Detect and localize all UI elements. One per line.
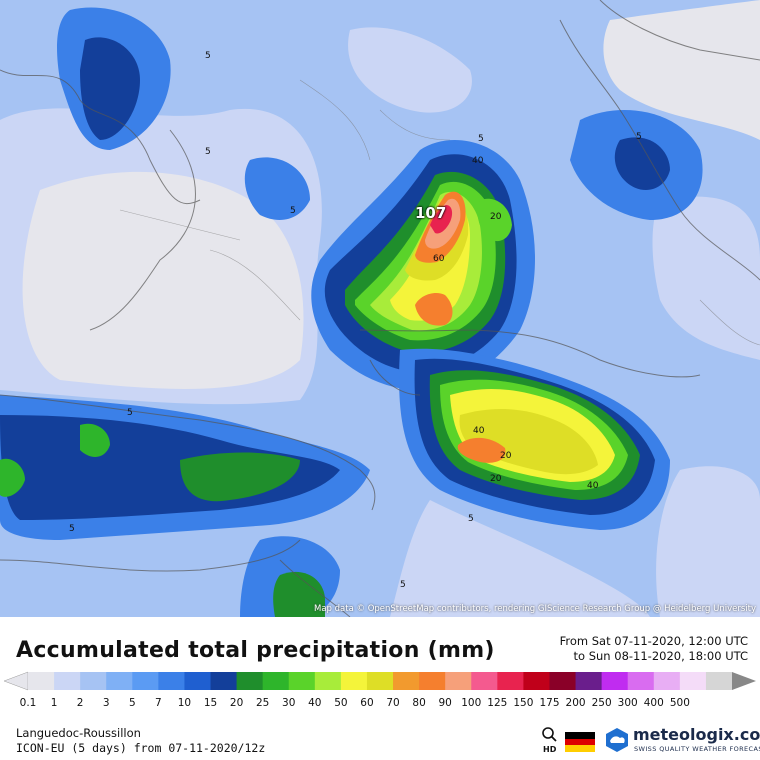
region-name: Languedoc-Roussillon — [16, 726, 141, 740]
colorbar-right-arrow — [732, 672, 756, 690]
contour-label: 5 — [636, 132, 642, 142]
colorbar-swatch — [393, 672, 420, 690]
contour-label: 5 — [468, 514, 474, 524]
colorbar-swatch — [679, 672, 707, 690]
colorbar-tick-label: 15 — [204, 697, 217, 709]
colorbar-swatch — [80, 672, 107, 690]
colorbar-tick-label: 1 — [51, 697, 58, 709]
date-from: From Sat 07-11-2020, 12:00 UTC — [559, 634, 748, 648]
colorbar-swatch — [184, 672, 212, 690]
precipitation-map[interactable]: 5 5 5 5 5 5 5 5 5 40 20 60 40 20 40 20 107 Map data © Op… — [0, 0, 760, 617]
germany-flag-icon — [565, 732, 595, 752]
colorbar-tick-label: 50 — [334, 697, 347, 709]
colorbar-tick-label: 30 — [282, 697, 295, 709]
colorbar-swatch — [523, 672, 550, 690]
date-range: From Sat 07-11-2020, 12:00 UTC to Sun 08… — [560, 634, 748, 664]
contour-label: 20 — [490, 474, 502, 484]
colorbar-tick-label: 100 — [461, 697, 481, 709]
colorbar-swatch — [158, 672, 185, 690]
date-to: to Sun 08-11-2020, 18:00 UTC — [573, 649, 748, 663]
colorbar-swatch — [497, 672, 524, 690]
colorbar-left-arrow — [3, 671, 29, 691]
contour-label: 20 — [490, 212, 502, 222]
model-info: ICON-EU (5 days) from 07-11-2020/12z — [16, 741, 266, 755]
colorbar-tick-label: 500 — [670, 697, 690, 709]
colorbar-swatch — [340, 672, 368, 690]
colorbar-swatch — [314, 672, 342, 690]
map-attribution: Map data © OpenStreetMap contributors, r… — [314, 604, 756, 614]
colorbar-swatch — [575, 672, 603, 690]
colorbar-tick-label: 25 — [256, 697, 269, 709]
meteologix-logo-icon — [606, 728, 628, 752]
colorbar-tick-label: 60 — [360, 697, 373, 709]
colorbar-swatch — [106, 672, 133, 690]
colorbar-swatch — [366, 672, 394, 690]
colorbar-tick-label: 5 — [129, 697, 136, 709]
colorbar-swatch — [601, 672, 629, 690]
contour-label: 5 — [400, 580, 406, 590]
colorbar-swatch — [653, 672, 681, 690]
contour-label: 20 — [500, 451, 512, 461]
colorbar-swatch — [419, 672, 446, 690]
colorbar-tick-label: 70 — [386, 697, 399, 709]
colorbar-swatch — [705, 672, 733, 690]
colorbar-tick-label: 80 — [412, 697, 425, 709]
colorbar-swatch — [288, 672, 316, 690]
brand-name[interactable]: meteologix.com — [633, 725, 760, 744]
colorbar-tick-label: 300 — [618, 697, 638, 709]
colorbar-tick-label: 250 — [592, 697, 612, 709]
colorbar-tick-label: 175 — [539, 697, 559, 709]
colorbar-tick-label: 20 — [230, 697, 243, 709]
colorbar-tick-label: 3 — [103, 697, 110, 709]
contour-label: 40 — [472, 156, 484, 166]
colorbar-tick-label: 150 — [513, 697, 533, 709]
colorbar-swatch — [445, 672, 472, 690]
colorbar-tick-label: 125 — [487, 697, 507, 709]
chart-title: Accumulated total precipitation (mm) — [16, 638, 495, 663]
colorbar-tick-label: 2 — [77, 697, 84, 709]
colorbar-swatch — [627, 672, 655, 690]
brand-tagline: SWISS QUALITY WEATHER FORECASTING — [634, 745, 760, 753]
colorbar-tick-label: 0.1 — [20, 697, 37, 709]
contour-label: 60 — [433, 254, 445, 264]
map-canvas — [0, 0, 760, 617]
colorbar-tick-label: 10 — [178, 697, 191, 709]
colorbar-swatch — [471, 672, 498, 690]
colorbar-swatch — [54, 672, 81, 690]
colorbar-tick-label: 40 — [308, 697, 321, 709]
colorbar-swatch — [28, 672, 55, 690]
contour-label: 5 — [205, 51, 211, 61]
precipitation-colorbar: 0.1 1 2 3 5 7 10 15 20 25 30 40 50 60 70 80 90 100 125 150 1… — [3, 671, 756, 709]
hd-zoom-button[interactable]: HD — [540, 726, 558, 754]
hd-label: HD — [543, 745, 557, 754]
contour-label: 40 — [587, 481, 599, 491]
colorbar-swatch — [549, 672, 577, 690]
contour-label: 5 — [69, 524, 75, 534]
brand-area: HD meteologix.com SWISS QUALITY WEATHER … — [540, 724, 760, 758]
colorbar-swatch — [236, 672, 264, 690]
max-value-label: 107 — [415, 204, 447, 222]
colorbar-swatch — [132, 672, 159, 690]
magnifier-icon: HD — [542, 727, 557, 754]
colorbar-swatch — [262, 672, 290, 690]
contour-label: 40 — [473, 426, 485, 436]
contour-label: 5 — [478, 134, 484, 144]
colorbar-tick-label: 200 — [566, 697, 586, 709]
colorbar-tick-label: 90 — [438, 697, 451, 709]
contour-label: 5 — [127, 408, 133, 418]
colorbar-swatch — [210, 672, 238, 690]
colorbar-tick-label: 7 — [155, 697, 162, 709]
contour-label: 5 — [290, 206, 296, 216]
contour-label: 5 — [205, 147, 211, 157]
colorbar-tick-label: 400 — [644, 697, 664, 709]
